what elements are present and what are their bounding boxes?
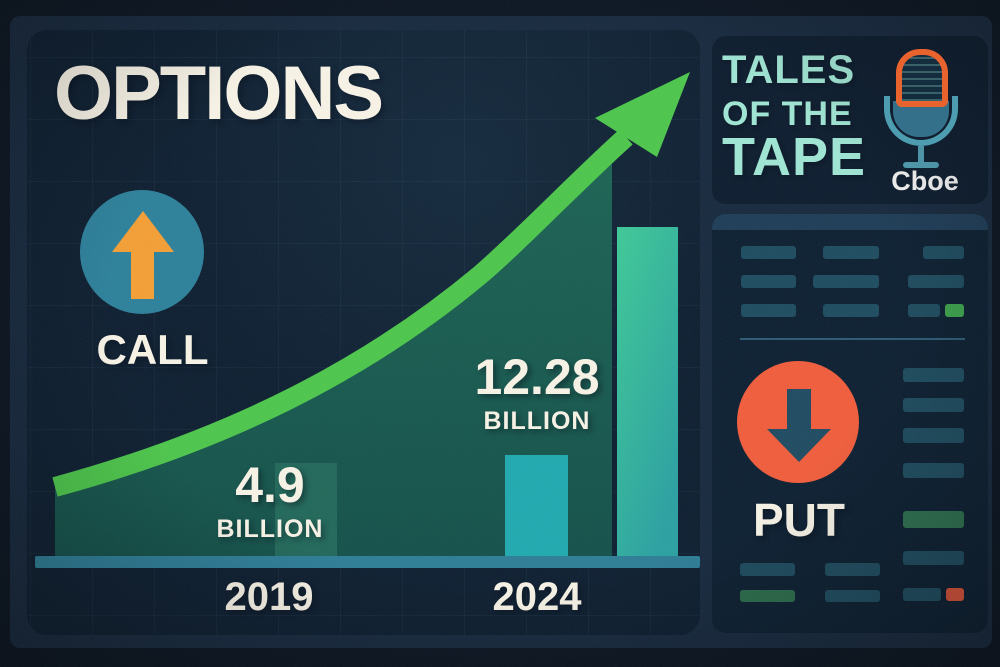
- placeholder-pill: [741, 304, 796, 317]
- brand-tagline-line2: OF THE: [722, 95, 853, 133]
- x-tick-2024: 2024: [492, 575, 582, 619]
- value-2024-unit: BILLION: [483, 407, 591, 435]
- brand-tagline-line1: TALES: [722, 48, 856, 92]
- placeholder-pill: [740, 563, 795, 576]
- microphone-stem: [918, 146, 924, 163]
- up-arrow-icon: [112, 211, 174, 252]
- placeholder-pill: [813, 275, 879, 288]
- placeholder-pill: [903, 368, 964, 382]
- down-arrow-shaft: [787, 389, 811, 431]
- placeholder-pill: [903, 551, 964, 565]
- call-label: CALL: [96, 326, 209, 373]
- placeholder-pill: [908, 275, 964, 288]
- value-2019: 4.9: [235, 457, 305, 513]
- value-2019-unit: BILLION: [216, 515, 324, 543]
- x-tick-2019: 2019: [224, 575, 314, 619]
- put-label: PUT: [753, 494, 845, 546]
- placeholder-pill: [903, 588, 941, 601]
- placeholder-pill: [923, 246, 964, 259]
- dashboard-divider: [740, 338, 965, 340]
- placeholder-pill: [903, 463, 964, 478]
- dashboard-header-bar: [712, 214, 988, 230]
- cboe-logo: Cboe: [891, 166, 959, 196]
- placeholder-pill-red: [946, 588, 964, 601]
- placeholder-pill-dark-green: [903, 511, 964, 528]
- placeholder-pill: [825, 590, 880, 602]
- x-axis: [35, 556, 700, 568]
- placeholder-pill-green: [945, 304, 964, 317]
- up-arrow-shaft: [131, 249, 154, 299]
- placeholder-pill: [823, 246, 879, 259]
- bar-2024: [505, 455, 568, 563]
- down-arrow-icon: [767, 429, 831, 462]
- placeholder-pill-green: [740, 590, 795, 602]
- page-title: OPTIONS: [54, 51, 384, 136]
- placeholder-pill: [903, 398, 964, 412]
- placeholder-pill: [741, 275, 796, 288]
- placeholder-pill: [908, 304, 940, 317]
- brand-tagline-line3: TAPE: [722, 127, 867, 187]
- placeholder-pill: [903, 428, 964, 443]
- placeholder-pill: [825, 563, 880, 576]
- value-2024: 12.28: [474, 349, 600, 405]
- placeholder-pill: [741, 246, 796, 259]
- placeholder-pill: [823, 304, 879, 317]
